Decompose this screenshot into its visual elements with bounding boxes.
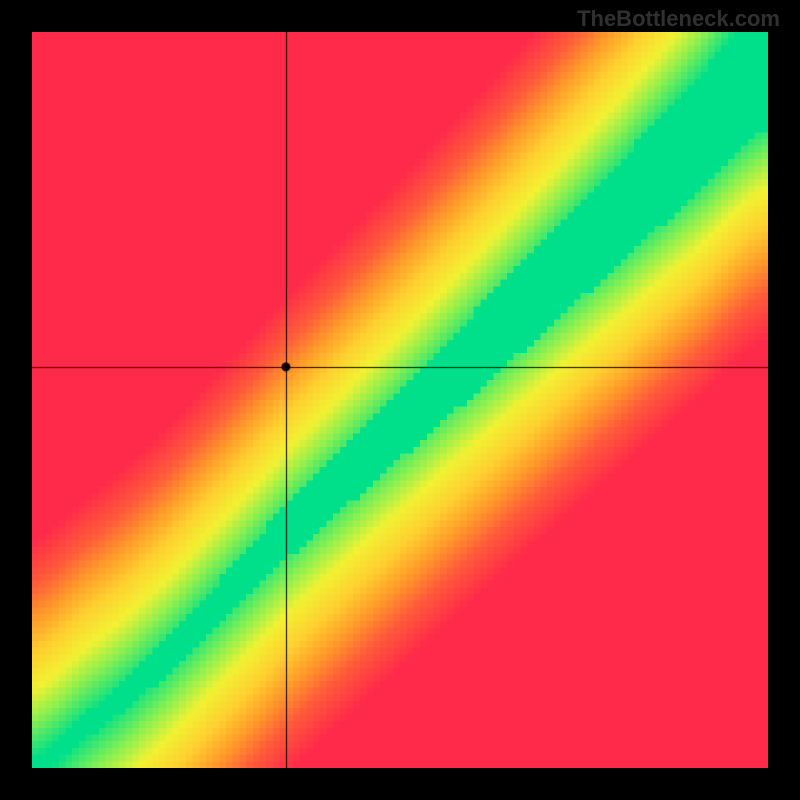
crosshair-overlay (32, 32, 768, 768)
chart-container: TheBottleneck.com (0, 0, 800, 800)
watermark-text: TheBottleneck.com (577, 6, 780, 32)
